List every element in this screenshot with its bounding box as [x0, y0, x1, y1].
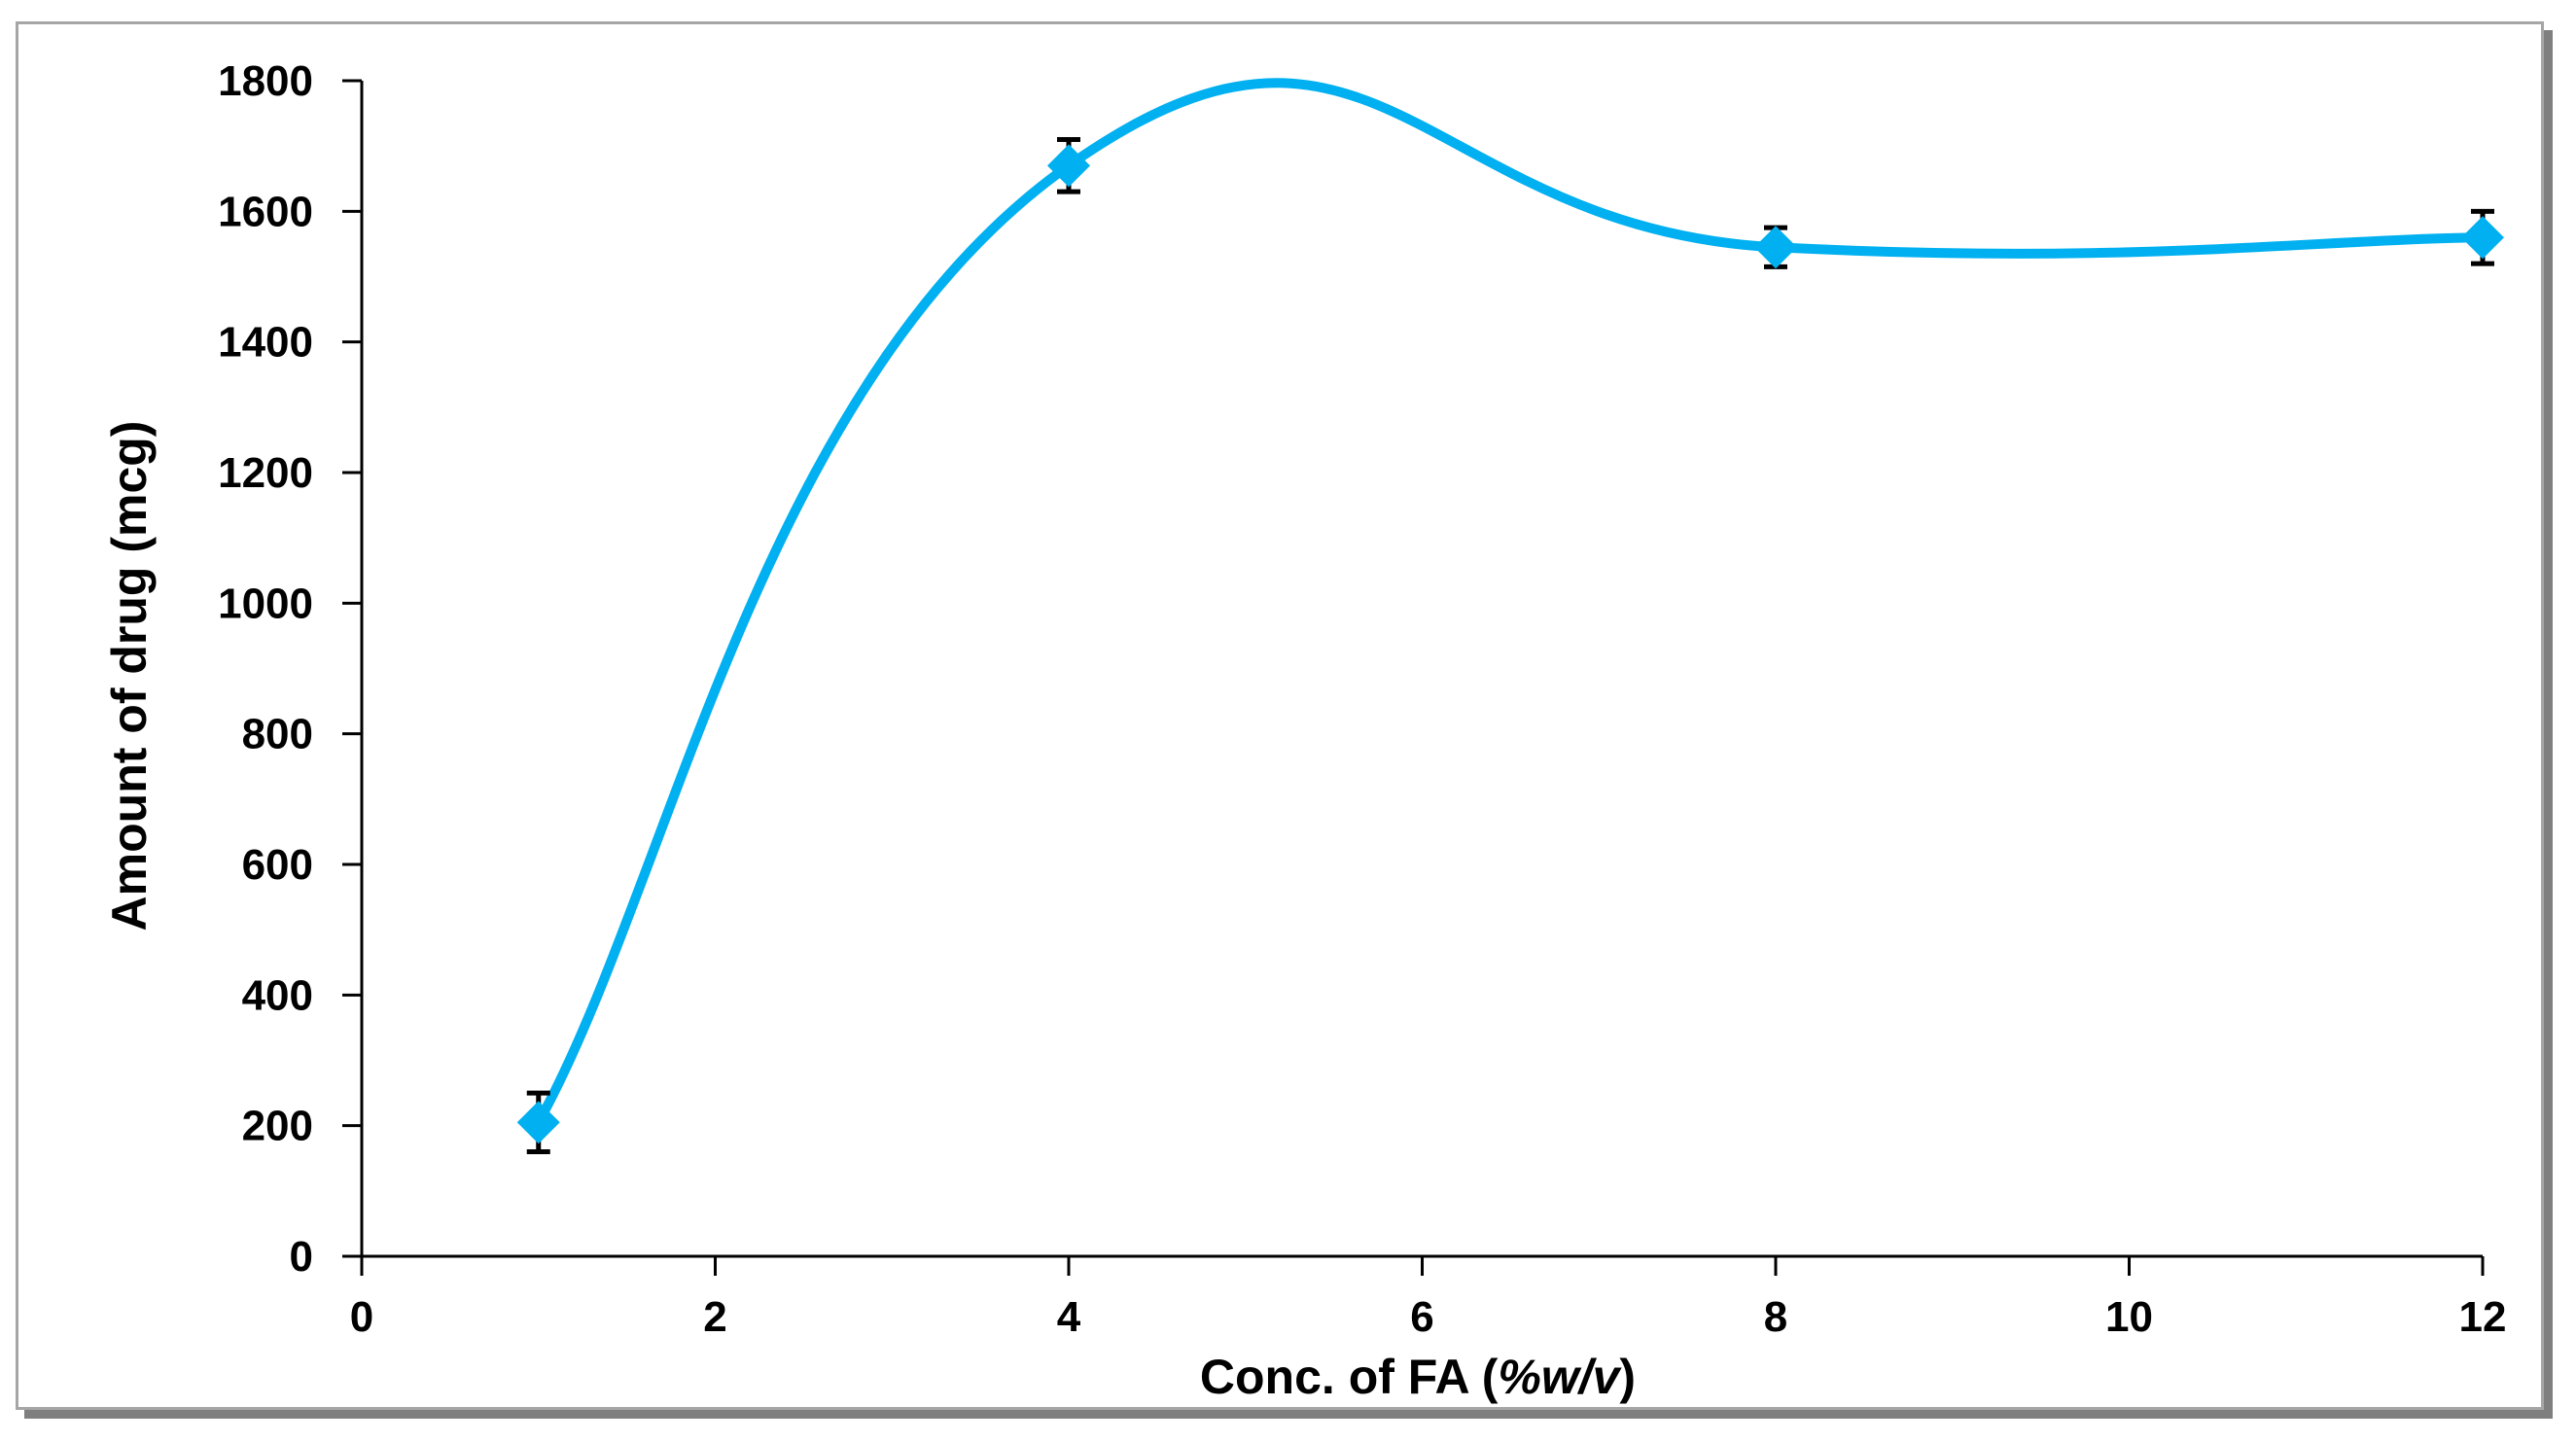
x-ticks: 0 2 4 6 8 10 12	[350, 1256, 2507, 1341]
x-tick-label: 6	[1410, 1293, 1433, 1341]
y-axis-title: Amount of drug (mcg)	[102, 421, 157, 932]
data-point-marker	[1047, 144, 1090, 188]
data-point-marker	[2461, 216, 2504, 260]
x-tick-label: 4	[1057, 1293, 1081, 1341]
data-point-marker	[1754, 226, 1797, 269]
series-line	[533, 78, 2488, 1128]
y-tick-label: 600	[242, 841, 313, 889]
y-tick-label: 1200	[218, 449, 313, 497]
x-axis-title: Conc. of FA (%w/v)	[1200, 1350, 1636, 1404]
x-axis-title-unit: %w/v	[1498, 1350, 1622, 1404]
y-tick-label: 400	[242, 971, 313, 1019]
x-axis-title-close: )	[1619, 1350, 1636, 1404]
y-tick-label: 1600	[218, 188, 313, 235]
y-tick-label: 1400	[218, 319, 313, 367]
axes	[360, 81, 2483, 1258]
x-tick-label: 8	[1764, 1293, 1787, 1341]
x-tick-label: 12	[2459, 1293, 2507, 1341]
y-tick-label: 800	[242, 711, 313, 758]
y-tick-label: 1000	[218, 580, 313, 627]
data-point-marker	[516, 1101, 560, 1144]
y-tick-label: 0	[290, 1233, 313, 1281]
y-ticks: 0 200 400 600 800 1000 1200 1400 1600 1800	[218, 57, 362, 1281]
y-tick-label: 200	[242, 1103, 313, 1150]
x-axis-title-part: Conc. of FA (	[1200, 1350, 1499, 1404]
x-tick-label: 10	[2105, 1293, 2153, 1341]
series-layer	[516, 78, 2504, 1155]
x-tick-label: 0	[350, 1293, 373, 1341]
x-tick-label: 2	[703, 1293, 726, 1341]
y-tick-label: 1800	[218, 57, 313, 105]
